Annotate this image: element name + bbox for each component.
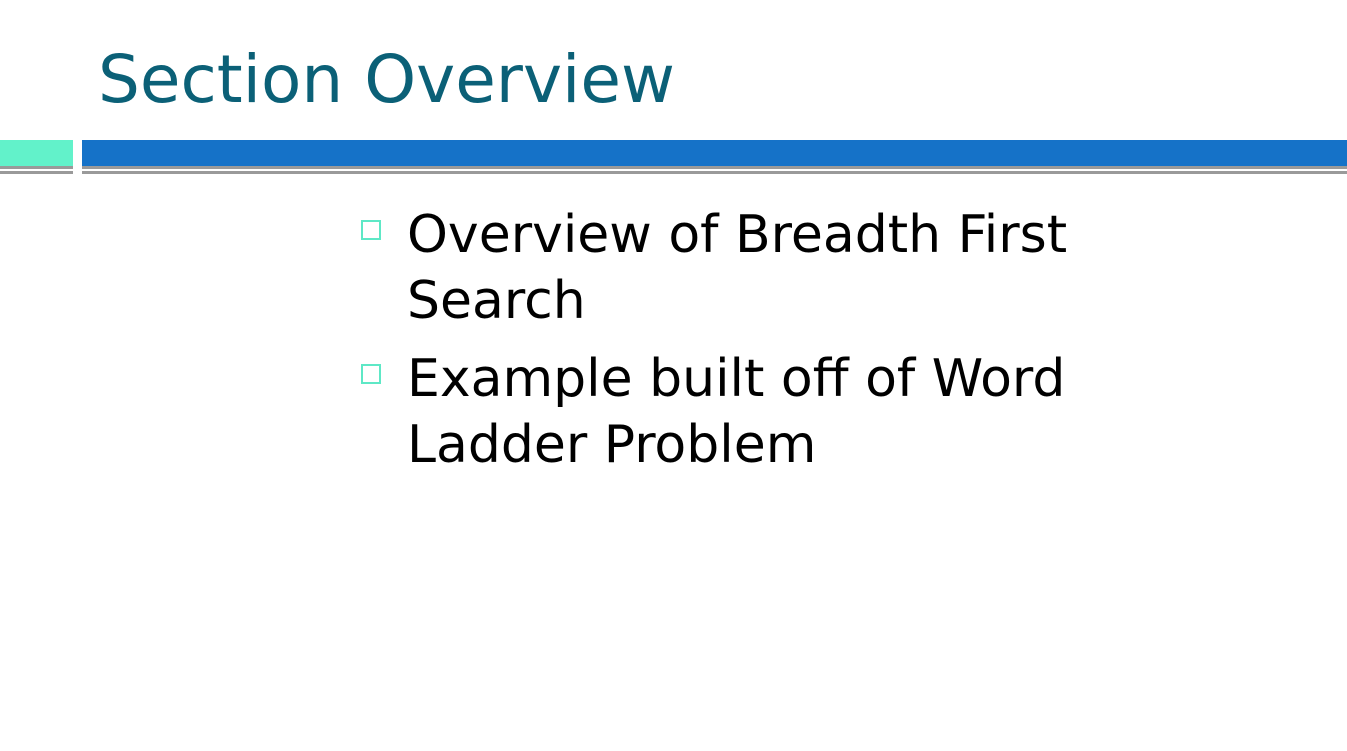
accent-bar-right [82,140,1347,166]
divider-line-bottom [0,171,1347,174]
bullet-list: Overview of Breadth First Search Example… [360,202,1160,490]
square-bullet-icon [361,364,381,384]
accent-gap [73,140,82,174]
divider-line-top [0,166,1347,169]
slide-title: Section Overview [98,41,675,118]
bullet-text: Example built off of Word Ladder Problem [407,349,1066,475]
square-bullet-icon [361,220,381,240]
bullet-item: Example built off of Word Ladder Problem [360,346,1160,478]
bullet-item: Overview of Breadth First Search [360,202,1160,334]
accent-bar-left [0,140,73,166]
bullet-text: Overview of Breadth First Search [407,205,1068,331]
